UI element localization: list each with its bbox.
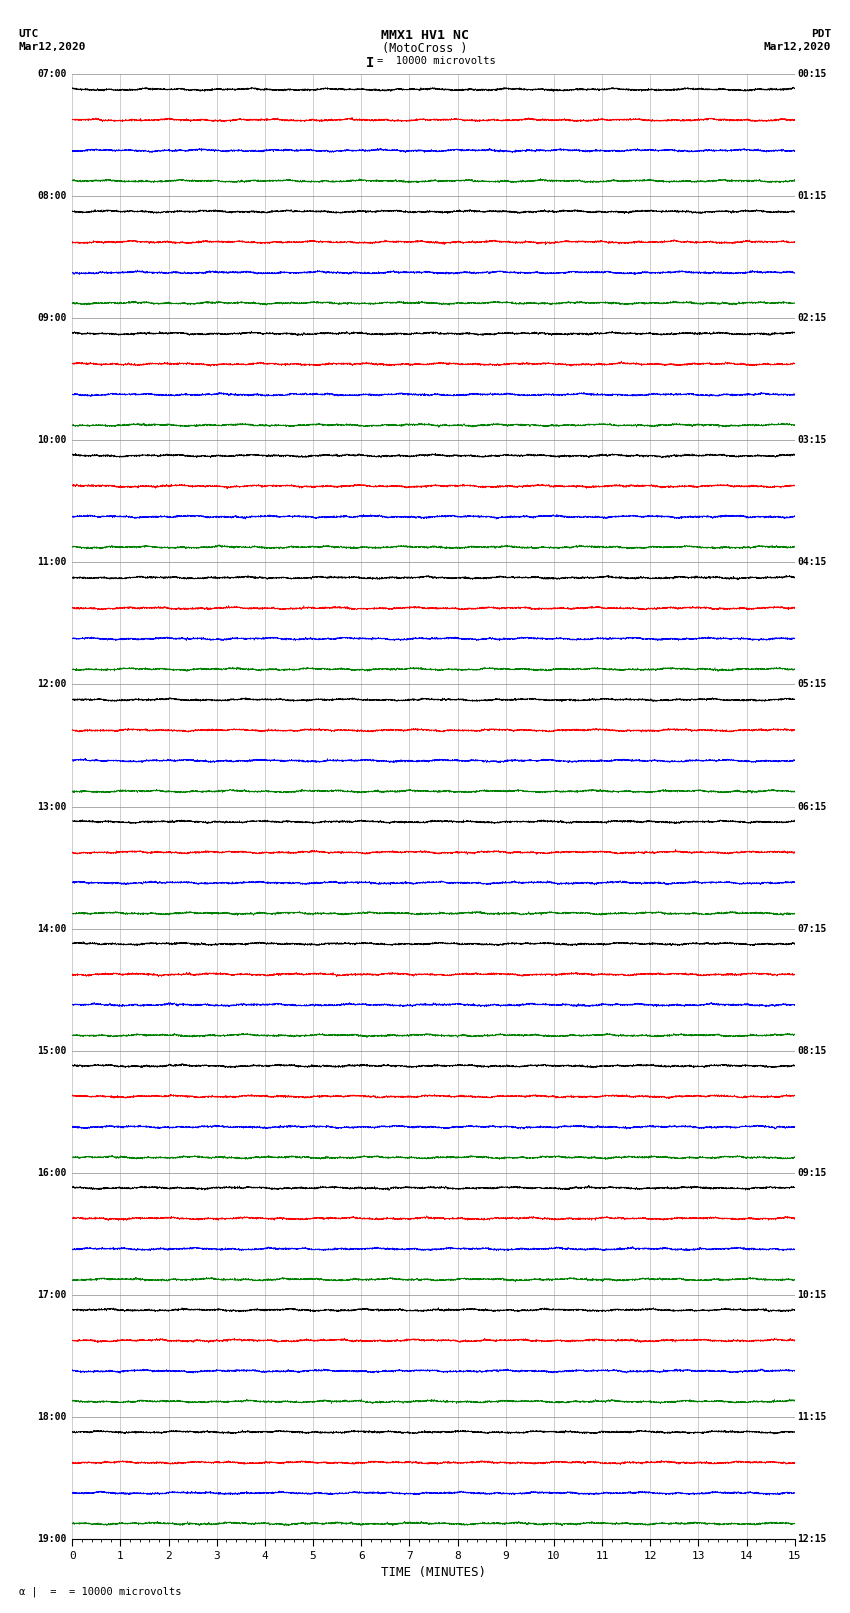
Text: PDT: PDT [811, 29, 831, 39]
Text: 11:15: 11:15 [797, 1411, 826, 1421]
Text: 02:15: 02:15 [797, 313, 826, 323]
Text: 10:00: 10:00 [37, 436, 66, 445]
Text: 19:00: 19:00 [37, 1534, 66, 1544]
Text: MMX1 HV1 NC: MMX1 HV1 NC [381, 29, 469, 42]
Text: 11:00: 11:00 [37, 558, 66, 568]
Text: 08:15: 08:15 [797, 1045, 826, 1055]
Text: Mar12,2020: Mar12,2020 [764, 42, 831, 52]
Text: Mar12,2020: Mar12,2020 [19, 42, 86, 52]
Text: UTC: UTC [19, 29, 39, 39]
Text: 16:00: 16:00 [37, 1168, 66, 1177]
Text: 04:15: 04:15 [797, 558, 826, 568]
Text: 00:15: 00:15 [797, 69, 826, 79]
Text: 12:15: 12:15 [797, 1534, 826, 1544]
Text: 17:00: 17:00 [37, 1290, 66, 1300]
Text: =  10000 microvolts: = 10000 microvolts [377, 56, 496, 66]
Text: 09:15: 09:15 [797, 1168, 826, 1177]
Text: 05:15: 05:15 [797, 679, 826, 689]
Text: α |  =  = 10000 microvolts: α | = = 10000 microvolts [19, 1586, 181, 1597]
Text: 07:15: 07:15 [797, 924, 826, 934]
Text: 13:00: 13:00 [37, 802, 66, 811]
Text: 01:15: 01:15 [797, 192, 826, 202]
Text: (MotoCross ): (MotoCross ) [382, 42, 468, 55]
Text: 10:15: 10:15 [797, 1290, 826, 1300]
Text: 12:00: 12:00 [37, 679, 66, 689]
X-axis label: TIME (MINUTES): TIME (MINUTES) [381, 1566, 486, 1579]
Text: 08:00: 08:00 [37, 192, 66, 202]
Text: 09:00: 09:00 [37, 313, 66, 323]
Text: I: I [366, 56, 374, 71]
Text: 06:15: 06:15 [797, 802, 826, 811]
Text: 07:00: 07:00 [37, 69, 66, 79]
Text: 15:00: 15:00 [37, 1045, 66, 1055]
Text: 14:00: 14:00 [37, 924, 66, 934]
Text: 18:00: 18:00 [37, 1411, 66, 1421]
Text: 03:15: 03:15 [797, 436, 826, 445]
